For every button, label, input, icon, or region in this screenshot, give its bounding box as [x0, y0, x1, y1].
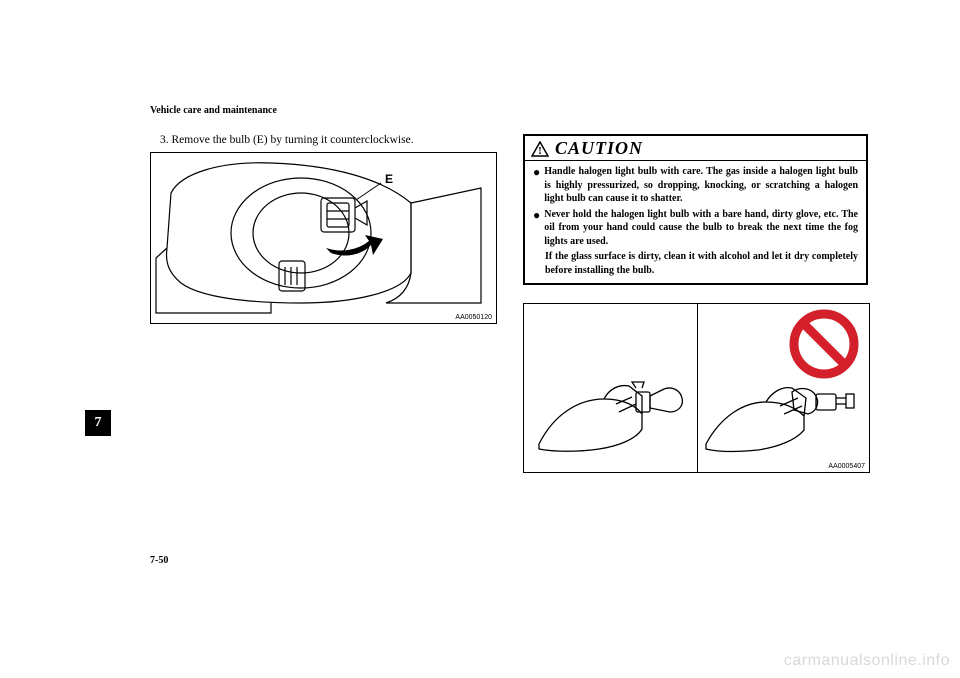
section-header: Vehicle care and maintenance	[150, 105, 870, 116]
figure-code-left: AA0050120	[455, 314, 492, 321]
page-number: 7-50	[150, 555, 168, 566]
left-column: 3. Remove the bulb (E) by turning it cou…	[150, 134, 495, 473]
caution-item-2: ● Never hold the halogen light bulb with…	[533, 208, 858, 249]
caution-text-2: Never hold the halogen light bulb with a…	[544, 208, 858, 249]
figure-hand-bulb: AA0005407	[523, 303, 870, 473]
step-instruction: 3. Remove the bulb (E) by turning it cou…	[150, 134, 495, 146]
section-tab: 7	[85, 410, 111, 436]
caution-item-1: ● Handle halogen light bulb with care. T…	[533, 165, 858, 206]
caution-title: CAUTION	[555, 138, 643, 159]
figure-bulb-remove: E AA0050120	[150, 152, 497, 324]
svg-text:!: !	[538, 145, 542, 157]
caution-box: ! CAUTION ● Handle halogen light bulb wi…	[523, 134, 868, 285]
figure-code-right: AA0005407	[828, 463, 865, 470]
caution-text-1: Handle halogen light bulb with care. The…	[544, 165, 858, 206]
warning-triangle-icon: !	[531, 141, 549, 157]
caution-subtext: If the glass surface is dirty, clean it …	[545, 250, 858, 277]
bullet-icon: ●	[533, 166, 540, 207]
label-E: E	[385, 172, 393, 186]
watermark: carmanualsonline.info	[784, 652, 950, 670]
bullet-icon: ●	[533, 209, 540, 250]
right-column: ! CAUTION ● Handle halogen light bulb wi…	[523, 134, 868, 473]
